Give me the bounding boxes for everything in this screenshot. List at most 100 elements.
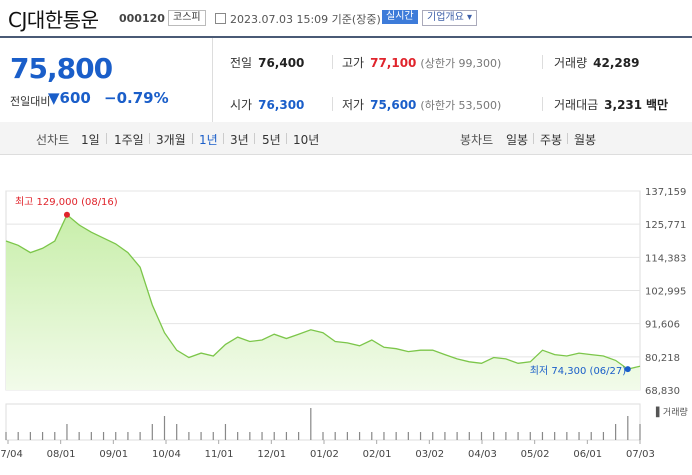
y-tick-label: 102,995	[645, 287, 686, 298]
price-line	[5, 213, 641, 370]
y-tick-label: 68,830	[645, 386, 680, 397]
volume-bar	[29, 432, 31, 440]
volume: 거래량 42,289	[554, 56, 640, 70]
tab-10y[interactable]: 10년	[293, 133, 320, 147]
volume-bar	[346, 432, 348, 440]
divider	[254, 133, 255, 144]
tab-1d[interactable]: 1일	[81, 133, 100, 147]
volume-bar	[237, 432, 239, 440]
volume-bar	[127, 432, 129, 440]
volume-bar	[395, 432, 397, 440]
min-label: 최저 74,300 (06/27)	[530, 365, 626, 377]
x-tick-label: 10/04	[152, 449, 181, 460]
volume-bar	[493, 432, 495, 440]
divider	[567, 133, 568, 144]
volume-bar	[468, 432, 470, 440]
divider	[286, 133, 287, 144]
divider	[533, 133, 534, 144]
tab-monthly[interactable]: 월봉	[574, 133, 597, 147]
volume-bar	[139, 432, 141, 440]
volume-bar	[41, 432, 44, 440]
y-tick-label: 137,159	[645, 187, 686, 198]
volume-bar	[615, 424, 617, 440]
company-info-dropdown[interactable]: 기업개요 ▾	[422, 10, 477, 26]
volume-bar	[590, 432, 592, 440]
volume-bar	[273, 432, 275, 440]
divider	[149, 133, 150, 144]
divider	[332, 55, 333, 69]
tab-daily[interactable]: 일봉	[506, 133, 529, 147]
x-tick-label: 01/02	[310, 449, 339, 460]
realtime-button[interactable]: 실시간	[382, 10, 418, 24]
volume-bar	[505, 432, 507, 440]
tab-5y[interactable]: 5년	[262, 133, 281, 147]
volume-bar	[212, 432, 214, 440]
max-label: 최고 129,000 (08/16)	[15, 196, 118, 208]
volume-bar	[163, 416, 166, 440]
volume-label: ▌거래량	[655, 406, 688, 418]
volume-bar	[456, 432, 458, 440]
x-tick-label: 08/01	[47, 449, 76, 460]
volume-bar	[554, 432, 556, 440]
volume-bar	[566, 432, 568, 440]
volume-bar	[54, 432, 56, 440]
tab-3y[interactable]: 3년	[230, 133, 249, 147]
x-tick-label: 09/01	[99, 449, 128, 460]
divider	[332, 97, 333, 111]
x-tick-label: 07/03	[626, 449, 655, 460]
market-badge: 코스피	[168, 10, 206, 26]
tab-weekly[interactable]: 주봉	[540, 133, 563, 147]
change-label: 전일대비	[10, 95, 51, 108]
y-tick-label: 80,218	[645, 353, 680, 364]
volume-bar	[249, 432, 251, 440]
open-price: 시가 76,300	[230, 98, 305, 112]
min-point	[624, 366, 631, 373]
volume-bar	[188, 432, 190, 440]
divider	[542, 55, 543, 69]
y-tick-label: 125,771	[645, 220, 686, 231]
tab-1w[interactable]: 1주일	[114, 133, 144, 147]
volume-bar	[90, 432, 92, 440]
tab-1y[interactable]: 1년	[199, 133, 218, 147]
volume-bar	[444, 432, 446, 440]
volume-bar	[102, 432, 105, 440]
x-tick-label: 11/01	[205, 449, 234, 460]
volume-bar	[285, 432, 288, 440]
volume-bar	[419, 432, 422, 440]
price-area	[6, 214, 640, 390]
x-tick-label: 04/03	[468, 449, 497, 460]
candle-chart-label: 봉차트	[460, 133, 494, 147]
x-tick-label: 03/02	[415, 449, 444, 460]
tab-3m[interactable]: 3개월	[156, 133, 186, 147]
divider	[192, 133, 193, 144]
calendar-icon	[215, 13, 226, 24]
stock-header: CJ대한통운 000120 코스피 2023.07.03 15:09 기준(장중…	[0, 0, 692, 36]
volume-bar	[5, 432, 7, 440]
volume-bar	[151, 424, 153, 440]
y-tick-label: 91,606	[645, 320, 680, 331]
volume-bar	[371, 432, 373, 440]
volume-bar	[66, 424, 68, 440]
volume-bar	[358, 432, 361, 440]
y-tick-label: 114,383	[645, 253, 686, 264]
volume-bar	[541, 432, 544, 440]
x-tick-label: 06/01	[573, 449, 602, 460]
prev-close: 전일 76,400	[230, 56, 305, 70]
trade-amount: 거래대금 3,231 백만	[554, 98, 669, 112]
timestamp: 2023.07.03 15:09 기준(장중)	[215, 11, 381, 27]
day-high: 고가 77,100 (상한가 99,300)	[342, 56, 502, 70]
volume-bar	[383, 432, 385, 440]
divider	[223, 133, 224, 144]
divider	[542, 97, 543, 111]
x-tick-label: 07/04	[0, 449, 23, 460]
x-tick-label: 05/02	[521, 449, 550, 460]
volume-bar	[322, 432, 324, 440]
day-low: 저가 75,600 (하한가 53,500)	[342, 98, 502, 112]
max-point	[63, 211, 70, 218]
stock-name: CJ대한통운	[8, 8, 99, 32]
volume-bar	[529, 432, 531, 440]
volume-bar	[17, 432, 19, 440]
price-change: ▼600	[48, 89, 91, 107]
line-chart-label: 선차트	[36, 133, 70, 147]
